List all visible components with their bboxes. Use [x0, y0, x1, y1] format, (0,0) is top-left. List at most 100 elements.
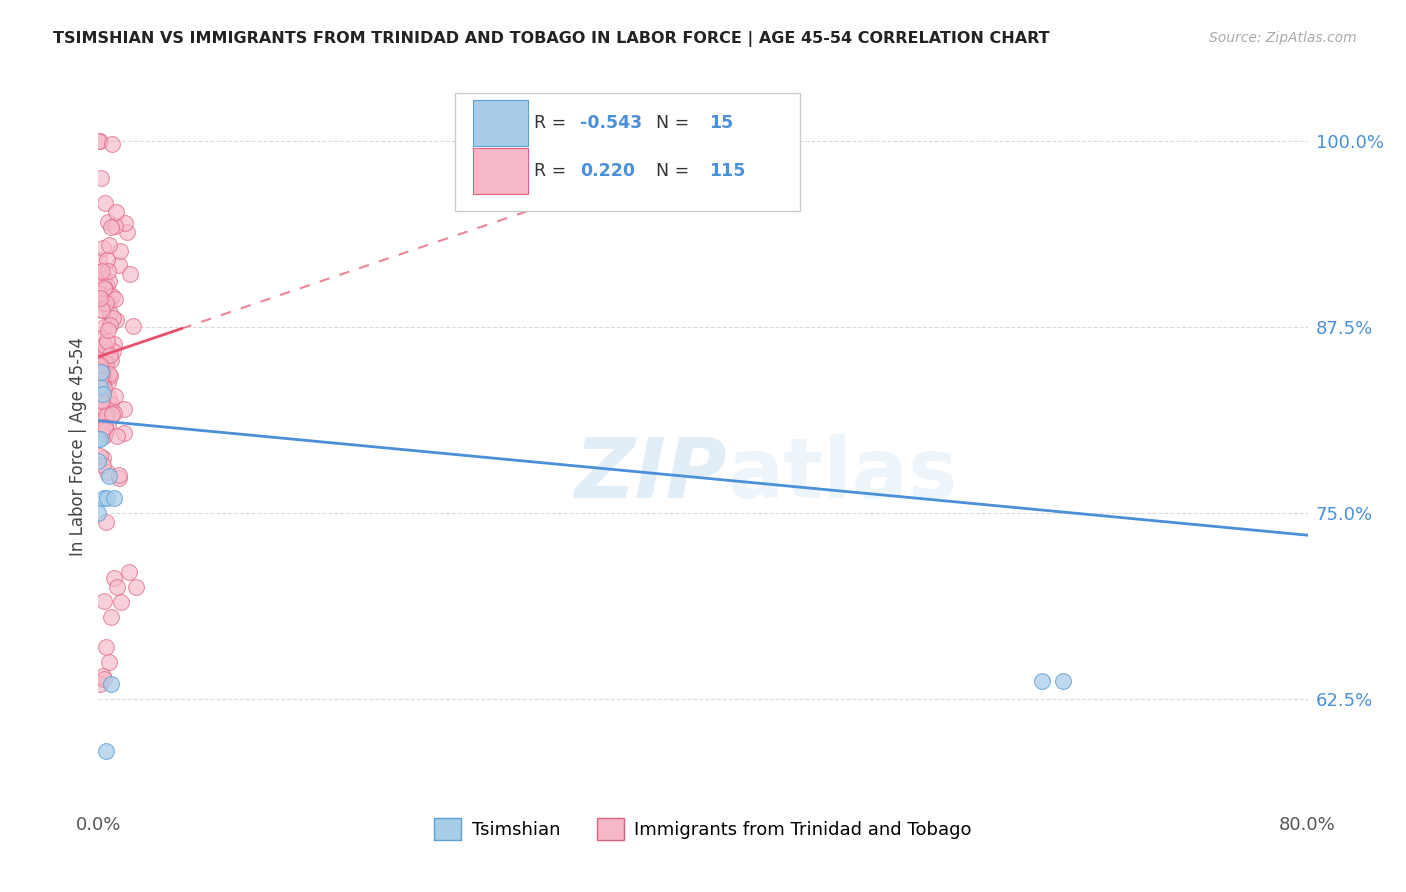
Point	[112, 402, 135, 417]
Point	[94, 349, 117, 363]
Point	[93, 272, 115, 286]
Point	[98, 368, 121, 383]
Point	[104, 313, 127, 327]
Text: R =: R =	[534, 162, 576, 180]
Point	[125, 580, 148, 594]
FancyBboxPatch shape	[474, 148, 527, 194]
Point	[94, 744, 117, 758]
Point	[89, 387, 111, 401]
Point	[91, 387, 114, 401]
Point	[105, 580, 128, 594]
Point	[91, 394, 114, 409]
Text: ZIP: ZIP	[575, 434, 727, 515]
Point	[93, 338, 115, 352]
Point	[90, 302, 112, 317]
Point	[91, 458, 114, 473]
Point	[97, 294, 120, 309]
Point	[87, 287, 110, 301]
Point	[98, 306, 121, 320]
Point	[90, 368, 112, 382]
Point	[98, 655, 121, 669]
Point	[105, 429, 128, 443]
Point	[90, 421, 112, 435]
Point	[114, 215, 136, 229]
Point	[90, 365, 112, 379]
Point	[105, 205, 128, 219]
Point	[90, 392, 112, 407]
Text: -0.543: -0.543	[579, 114, 641, 132]
Text: N =: N =	[645, 114, 695, 132]
Point	[89, 265, 111, 279]
Point	[89, 373, 111, 387]
Point	[100, 220, 122, 235]
Point	[1052, 673, 1074, 688]
Point	[108, 471, 131, 485]
Point	[110, 595, 132, 609]
Text: TSIMSHIAN VS IMMIGRANTS FROM TRINIDAD AND TOBAGO IN LABOR FORCE | AGE 45-54 CORR: TSIMSHIAN VS IMMIGRANTS FROM TRINIDAD AN…	[53, 31, 1050, 47]
Point	[94, 640, 117, 654]
Point	[89, 358, 111, 372]
Point	[97, 323, 120, 337]
Point	[98, 468, 121, 483]
Point	[96, 491, 118, 505]
Point	[94, 423, 117, 437]
Point	[93, 491, 115, 505]
Point	[87, 432, 110, 446]
Point	[89, 367, 111, 381]
Point	[97, 407, 120, 421]
Point	[93, 380, 115, 394]
FancyBboxPatch shape	[474, 100, 527, 146]
Point	[93, 673, 115, 687]
Text: 115: 115	[709, 162, 745, 180]
Point	[89, 450, 111, 464]
Point	[87, 454, 110, 468]
Point	[96, 466, 118, 480]
Point	[98, 391, 121, 405]
Point	[94, 195, 117, 210]
Point	[93, 319, 115, 334]
Text: 15: 15	[709, 114, 734, 132]
Text: Source: ZipAtlas.com: Source: ZipAtlas.com	[1209, 31, 1357, 45]
Point	[98, 238, 121, 252]
Point	[97, 215, 120, 229]
Text: R =: R =	[534, 114, 571, 132]
Point	[89, 253, 111, 268]
Point	[101, 288, 124, 302]
Point	[90, 331, 112, 345]
Point	[93, 281, 115, 295]
Point	[96, 408, 118, 422]
Point	[91, 378, 114, 392]
Point	[94, 515, 117, 529]
Point	[89, 265, 111, 279]
Point	[90, 364, 112, 378]
Point	[97, 375, 120, 389]
Point	[93, 594, 115, 608]
Point	[118, 566, 141, 580]
Point	[90, 303, 112, 318]
Point	[93, 351, 115, 366]
Point	[89, 355, 111, 369]
Point	[112, 425, 135, 440]
Point	[91, 295, 114, 310]
Point	[108, 244, 131, 259]
Point	[94, 365, 117, 379]
Point	[97, 348, 120, 362]
Point	[118, 268, 141, 282]
Point	[94, 355, 117, 369]
Point	[90, 420, 112, 434]
Point	[87, 506, 110, 520]
Point	[98, 318, 121, 332]
Point	[1031, 673, 1053, 688]
Text: N =: N =	[645, 162, 695, 180]
Point	[94, 427, 117, 442]
Point	[89, 379, 111, 393]
Point	[100, 397, 122, 411]
Point	[89, 293, 111, 307]
Text: 0.220: 0.220	[579, 162, 634, 180]
Point	[100, 610, 122, 624]
Point	[91, 669, 114, 683]
Legend: Tsimshian, Immigrants from Trinidad and Tobago: Tsimshian, Immigrants from Trinidad and …	[427, 811, 979, 847]
Point	[91, 263, 114, 277]
Point	[90, 171, 112, 186]
Point	[87, 134, 110, 148]
